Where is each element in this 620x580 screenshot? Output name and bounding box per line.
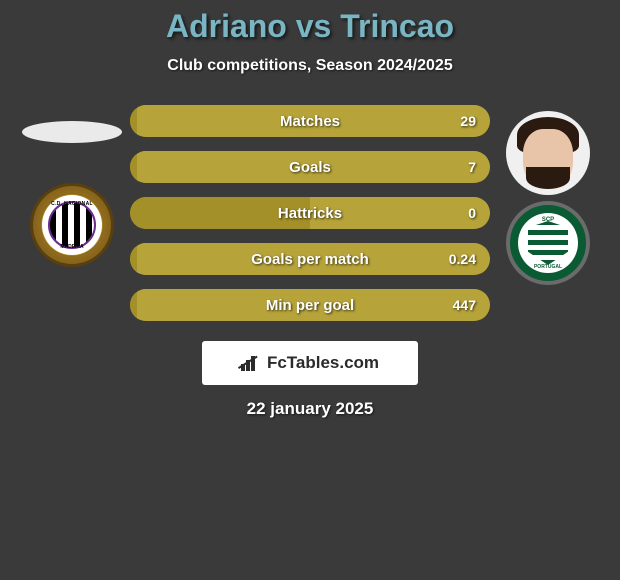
brand-badge: FcTables.com — [202, 341, 418, 385]
crest-portugal-text: PORTUGAL — [534, 264, 562, 270]
bar-value-right: 447 — [453, 297, 476, 313]
stat-bar: Goals7 — [130, 151, 490, 183]
left-club-crest-icon: C.D. NACIONAL MADEIRA — [30, 183, 114, 267]
bar-value-right: 7 — [468, 159, 476, 175]
chart-icon — [241, 355, 261, 371]
subtitle: Club competitions, Season 2024/2025 — [0, 57, 620, 75]
bar-label: Hattricks — [130, 205, 490, 222]
crest-bottom-text: MADEIRA — [60, 244, 83, 250]
stat-bar: Hattricks0 — [130, 197, 490, 229]
bar-label: Matches — [130, 113, 490, 130]
stat-bar: Goals per match0.24 — [130, 243, 490, 275]
bar-value-right: 0 — [468, 205, 476, 221]
right-club-crest-icon: SCP PORTUGAL — [506, 201, 590, 285]
stat-bars: Matches29 Goals7 Hattricks0 Goals per match… — [130, 105, 490, 321]
right-player-column: SCP PORTUGAL — [498, 105, 598, 285]
bar-value-right: 29 — [460, 113, 476, 129]
stat-bar: Matches29 — [130, 105, 490, 137]
left-player-column: C.D. NACIONAL MADEIRA — [22, 105, 122, 267]
crest-top-text: C.D. NACIONAL — [51, 201, 93, 207]
comparison-card: Adriano vs Trincao Club competitions, Se… — [0, 0, 620, 419]
stat-bar: Min per goal447 — [130, 289, 490, 321]
brand-text: FcTables.com — [267, 353, 379, 373]
right-player-avatar — [506, 111, 590, 195]
bar-value-right: 0.24 — [449, 251, 476, 267]
main-row: C.D. NACIONAL MADEIRA Matches29 Goals7 Hat… — [0, 105, 620, 321]
bar-label: Goals — [130, 159, 490, 176]
page-title: Adriano vs Trincao — [0, 8, 620, 45]
bar-label: Min per goal — [130, 297, 490, 314]
left-player-avatar — [22, 121, 122, 143]
bar-label: Goals per match — [130, 251, 490, 268]
snapshot-date: 22 january 2025 — [0, 399, 620, 419]
